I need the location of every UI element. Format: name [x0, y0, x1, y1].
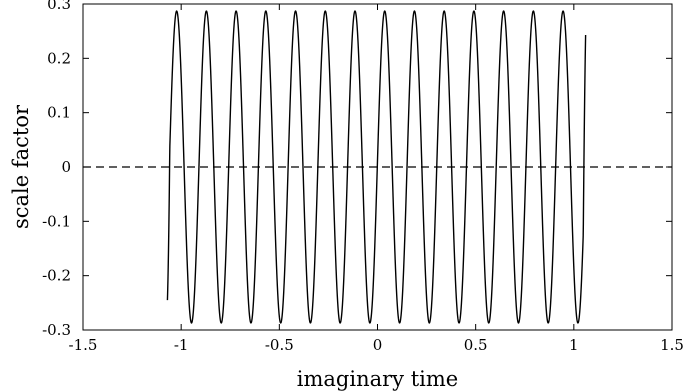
y-tick-label: -0.2 [42, 267, 71, 285]
y-tick-label: -0.1 [42, 212, 71, 230]
x-axis-label: imaginary time [297, 367, 458, 391]
x-tick-label: 0 [373, 336, 383, 354]
y-axis-label: scale factor [9, 104, 33, 229]
plot-layer [83, 10, 672, 324]
x-tick-label: -1.5 [69, 336, 98, 354]
x-tick-label: -1 [174, 336, 189, 354]
y-tick-label: -0.3 [42, 321, 71, 339]
y-tick-label: 0.1 [47, 104, 71, 122]
series-scale-factor-line [166, 10, 587, 324]
x-tick-label: 1.5 [660, 336, 684, 354]
x-tick-label: -0.5 [265, 336, 294, 354]
x-tick-label: 1 [569, 336, 579, 354]
y-tick-label: 0.3 [47, 0, 71, 13]
ticks-layer: -1.5 -1 -0.5 0 0.5 1 1.5 -0.3 -0.2 -0.1 0 0.1 0.2 0.3 [42, 0, 684, 354]
y-tick-label: 0 [61, 158, 71, 176]
y-tick-label: 0.2 [47, 49, 71, 67]
x-tick-label: 0.5 [464, 336, 488, 354]
